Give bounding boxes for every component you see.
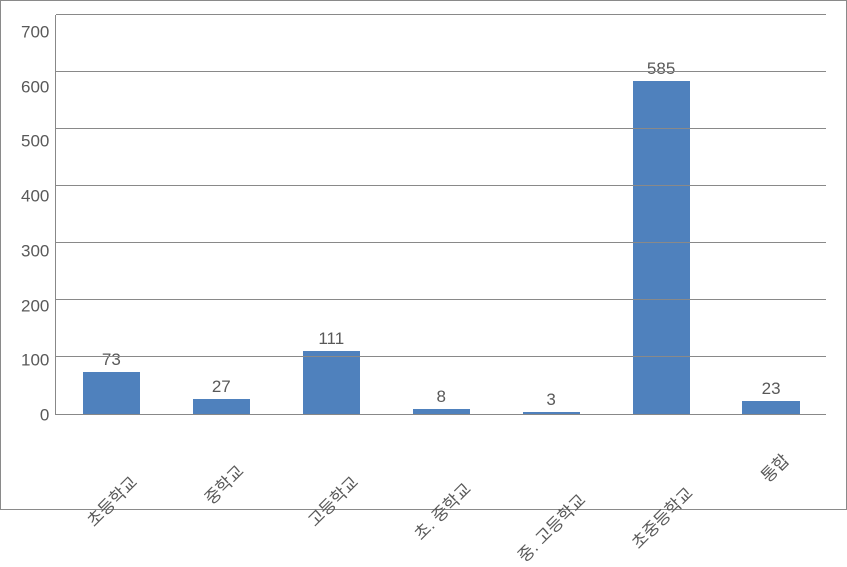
x-slot: 초. 중학교 (386, 415, 496, 491)
y-axis-spacer (21, 415, 55, 491)
data-label: 27 (212, 378, 231, 395)
x-tick-label: 통합 (776, 425, 816, 465)
y-tick-label: 600 (21, 78, 49, 95)
bar (742, 401, 799, 414)
data-label: 111 (318, 330, 344, 347)
y-tick-label: 200 (21, 297, 49, 314)
y-tick-label: 100 (21, 352, 49, 369)
bar-slot: 585 (606, 15, 716, 414)
gridline (56, 356, 826, 357)
chart-frame: 0 100 200 300 400 500 600 700 73 27 111 8 3 585 23 초등… (0, 0, 847, 510)
gridline (56, 185, 826, 186)
x-slot: 통합 (716, 415, 826, 491)
bar-slot: 23 (716, 15, 826, 414)
bars-container: 73 27 111 8 3 585 23 (56, 15, 826, 414)
y-tick-label: 500 (21, 133, 49, 150)
y-tick-label: 0 (40, 406, 49, 423)
data-label: 73 (102, 351, 121, 368)
gridline (56, 14, 826, 15)
data-label: 23 (762, 380, 781, 397)
bar (193, 399, 250, 414)
plot-area: 73 27 111 8 3 585 23 (55, 15, 826, 415)
x-tick-label-text: 초. 중학교 (407, 476, 476, 545)
x-axis-row: 초등학교중학교고등학교초. 중학교중. 고등학교초중등학교통합 (21, 415, 826, 491)
data-label: 8 (436, 388, 445, 405)
bar (83, 372, 140, 414)
x-axis: 초등학교중학교고등학교초. 중학교중. 고등학교초중등학교통합 (55, 415, 826, 491)
y-tick-label: 300 (21, 242, 49, 259)
x-tick-label-text: 고등학교 (301, 469, 363, 531)
chart-area: 0 100 200 300 400 500 600 700 73 27 111 8 3 585 23 초등… (21, 15, 826, 499)
bar (413, 409, 470, 414)
x-tick-label-text: 초등학교 (81, 469, 143, 531)
y-tick-label: 700 (21, 24, 49, 41)
x-tick-label-text: 중학교 (197, 458, 248, 509)
bar (633, 81, 690, 414)
x-slot: 초등학교 (55, 415, 165, 491)
x-tick-label-text: 중. 고등학교 (510, 487, 590, 567)
gridline (56, 71, 826, 72)
y-tick-label: 400 (21, 188, 49, 205)
bar (523, 412, 580, 414)
bar-slot: 27 (166, 15, 276, 414)
x-slot: 고등학교 (276, 415, 386, 491)
bar-slot: 111 (276, 15, 386, 414)
plot-row: 0100200300400500600700 73271118358523 (21, 15, 826, 415)
bar-slot: 8 (386, 15, 496, 414)
data-label: 585 (647, 60, 675, 77)
x-tick-label: 중학교 (230, 425, 281, 476)
x-tick-label-text: 통합 (754, 447, 794, 487)
x-slot: 중. 고등학교 (496, 415, 606, 491)
bar (303, 351, 360, 414)
x-tick-label-text: 초중등학교 (624, 480, 697, 553)
data-label: 3 (546, 391, 555, 408)
bar-slot: 73 (56, 15, 166, 414)
y-axis: 0100200300400500600700 (21, 15, 55, 415)
x-slot: 초중등학교 (606, 415, 716, 491)
gridline (56, 242, 826, 243)
x-slot: 중학교 (165, 415, 275, 491)
gridline (56, 299, 826, 300)
gridline (56, 128, 826, 129)
bar-slot: 3 (496, 15, 606, 414)
